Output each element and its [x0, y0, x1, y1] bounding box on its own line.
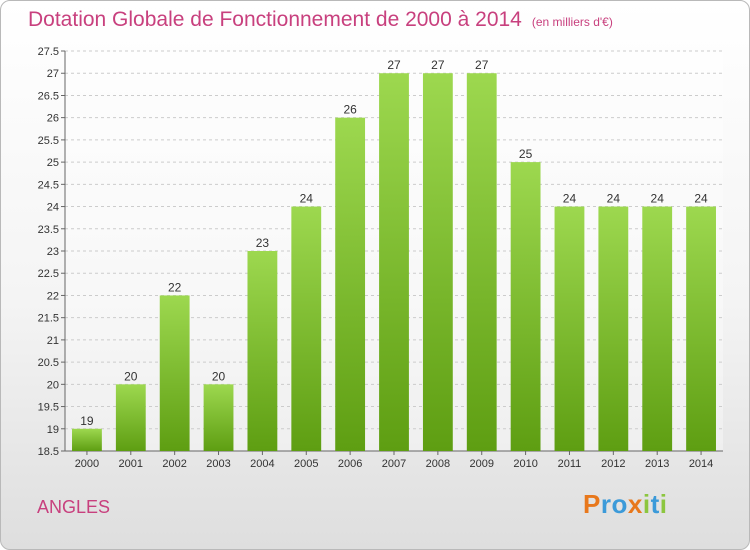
bar-value-label: 24: [607, 192, 621, 206]
y-tick-label: 27: [47, 68, 59, 80]
x-tick-label: 2006: [338, 458, 362, 470]
x-tick-label: 2001: [119, 458, 143, 470]
bar-value-label: 26: [343, 103, 357, 117]
y-tick-label: 26.5: [38, 90, 59, 102]
bar-value-label: 24: [651, 192, 665, 206]
bar: [159, 295, 190, 451]
bar: [72, 428, 102, 451]
bar: [422, 73, 453, 451]
bar: [247, 251, 278, 451]
x-tick-label: 2000: [75, 458, 99, 470]
bar: [466, 73, 497, 451]
bar-value-label: 22: [168, 280, 182, 294]
bar-value-label: 24: [563, 192, 577, 206]
x-tick-label: 2002: [162, 458, 186, 470]
y-tick-label: 22.5: [38, 268, 59, 280]
bar-value-label: 27: [387, 58, 401, 72]
bar: [642, 206, 673, 451]
x-tick-label: 2004: [250, 458, 274, 470]
bar: [115, 384, 146, 451]
y-tick-label: 20.5: [38, 357, 59, 369]
y-tick-label: 23.5: [38, 224, 59, 236]
y-tick-label: 18.5: [38, 446, 59, 458]
bar: [291, 206, 322, 451]
y-tick-label: 25: [47, 157, 59, 169]
bar-value-label: 25: [519, 147, 533, 161]
x-tick-label: 2008: [426, 458, 450, 470]
y-tick-label: 24: [47, 202, 59, 214]
y-tick-label: 19: [47, 424, 59, 436]
bar-value-label: 24: [300, 192, 314, 206]
x-tick-label: 2010: [513, 458, 537, 470]
y-tick-label: 21: [47, 335, 59, 347]
x-tick-label: 2014: [689, 458, 713, 470]
chart-title: Dotation Globale de Fonctionnement de 20…: [28, 8, 613, 32]
x-tick-label: 2009: [469, 458, 493, 470]
bar-value-label: 20: [124, 369, 138, 383]
bar: [203, 384, 234, 451]
y-tick-label: 22: [47, 290, 59, 302]
y-tick-label: 24.5: [38, 179, 59, 191]
bar-value-label: 23: [256, 236, 270, 250]
bar: [335, 117, 366, 452]
y-tick-label: 23: [47, 246, 59, 258]
bar: [379, 73, 409, 451]
bar: [510, 162, 541, 451]
chart-title-text: Dotation Globale de Fonctionnement de 20…: [28, 8, 522, 31]
bar: [686, 206, 716, 451]
y-tick-label: 20: [47, 379, 59, 391]
bar-value-label: 19: [80, 414, 94, 428]
proxiti-logo: Proxiti: [583, 489, 668, 519]
y-tick-label: 25.5: [38, 135, 59, 147]
x-tick-label: 2007: [382, 458, 406, 470]
y-tick-label: 19.5: [38, 402, 59, 414]
x-tick-label: 2011: [558, 458, 582, 470]
y-tick-label: 26: [47, 113, 59, 125]
y-tick-label: 27.5: [38, 46, 59, 58]
x-tick-label: 2003: [206, 458, 230, 470]
bar-value-label: 24: [694, 192, 708, 206]
unit-note: (en milliers d'€): [531, 15, 613, 29]
bar-value-label: 27: [475, 58, 489, 72]
bar: [598, 206, 629, 451]
x-tick-label: 2013: [645, 458, 669, 470]
town-name: ANGLES: [37, 497, 111, 517]
bar-value-label: 20: [212, 369, 226, 383]
bar: [554, 206, 585, 451]
x-tick-label: 2012: [601, 458, 625, 470]
bar-value-label: 27: [431, 58, 445, 72]
x-tick-label: 2005: [294, 458, 318, 470]
y-tick-label: 21.5: [38, 313, 59, 325]
